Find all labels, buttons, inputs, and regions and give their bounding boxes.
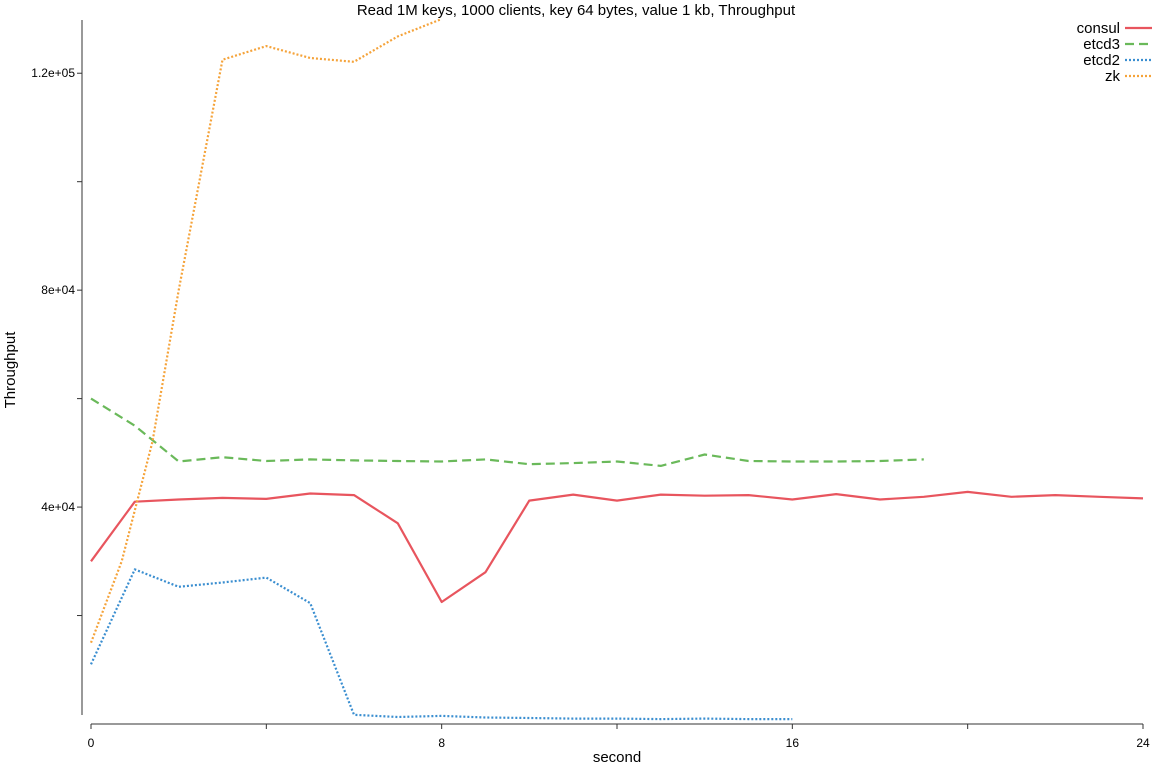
x-ticks: 0 8 16 24 [88,724,1150,750]
legend-label-etcd2: etcd2 [1083,52,1120,69]
legend-label-consul: consul [1077,20,1120,37]
x-tick-label: 8 [438,736,445,750]
x-axis-title: second [593,749,641,766]
y-tick-label: 1.2e+05 [31,66,75,80]
chart-title: Read 1M keys, 1000 clients, key 64 bytes… [357,2,796,19]
y-axis-title: Throughput [2,331,19,409]
x-tick-label: 0 [88,736,95,750]
plot-lines [89,17,1144,721]
x-tick-label: 24 [1136,736,1150,750]
series-line-etcd3 [90,397,924,467]
series-line-zk [89,17,443,644]
y-ticks: 4e+04 8e+04 1.2e+05 [31,66,82,617]
y-tick-label: 4e+04 [41,500,75,514]
y-tick-label: 8e+04 [41,283,75,297]
x-tick-label: 16 [786,736,800,750]
series-line-etcd2 [90,568,793,721]
legend-label-etcd3: etcd3 [1083,36,1120,53]
series-line-consul [90,490,1144,604]
legend-label-zk: zk [1105,68,1121,85]
